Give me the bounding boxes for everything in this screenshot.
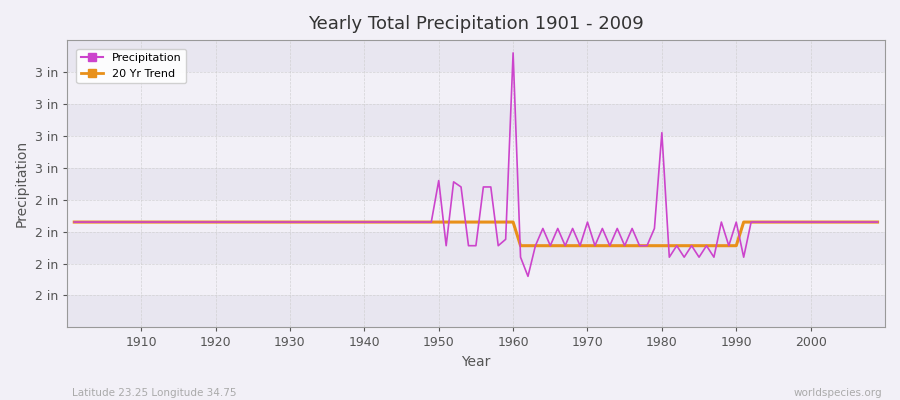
Y-axis label: Precipitation: Precipitation	[15, 140, 29, 227]
Title: Yearly Total Precipitation 1901 - 2009: Yearly Total Precipitation 1901 - 2009	[308, 15, 644, 33]
Precipitation	[612, 226, 623, 231]
Line: Precipitation: Precipitation	[75, 53, 878, 276]
Bar	[67, 72, 885, 104]
Precipitation	[129, 220, 140, 224]
Precipitation	[508, 50, 518, 55]
Bar	[67, 168, 885, 200]
Bar	[67, 296, 885, 328]
Precipitation	[292, 220, 302, 224]
Bar	[67, 264, 885, 296]
Bar	[67, 136, 885, 168]
Bar	[67, 200, 885, 232]
Bar	[67, 232, 885, 264]
Text: Latitude 23.25 Longitude 34.75: Latitude 23.25 Longitude 34.75	[72, 388, 237, 398]
20 Yr Trend	[515, 243, 526, 248]
Precipitation	[515, 255, 526, 260]
Precipitation	[872, 220, 883, 224]
Precipitation	[500, 237, 511, 242]
20 Yr Trend	[508, 220, 518, 224]
Bar	[67, 104, 885, 136]
Precipitation	[523, 274, 534, 279]
20 Yr Trend	[337, 220, 347, 224]
20 Yr Trend	[500, 220, 511, 224]
Precipitation	[337, 220, 347, 224]
Bar	[67, 40, 885, 72]
20 Yr Trend	[69, 220, 80, 224]
20 Yr Trend	[129, 220, 140, 224]
20 Yr Trend	[292, 220, 302, 224]
Precipitation	[69, 220, 80, 224]
Line: 20 Yr Trend: 20 Yr Trend	[75, 222, 878, 246]
X-axis label: Year: Year	[461, 355, 491, 369]
Text: worldspecies.org: worldspecies.org	[794, 388, 882, 398]
20 Yr Trend	[605, 243, 616, 248]
Legend: Precipitation, 20 Yr Trend: Precipitation, 20 Yr Trend	[76, 48, 186, 83]
20 Yr Trend	[872, 220, 883, 224]
